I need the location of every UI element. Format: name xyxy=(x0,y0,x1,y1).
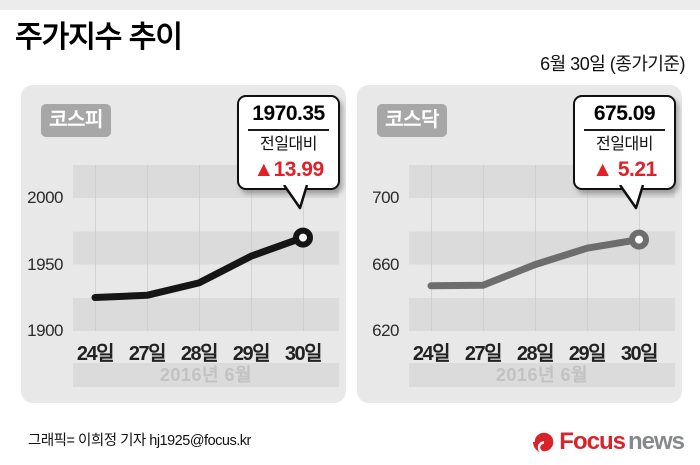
y-tick-label: 1950 xyxy=(27,254,63,274)
last-point-marker xyxy=(293,227,313,248)
page-title: 주가지수 추이 xyxy=(15,21,183,54)
vertical-gridline xyxy=(534,165,536,331)
vertical-gridline xyxy=(250,165,252,331)
y-tick-label: 660 xyxy=(372,254,399,274)
x-tick-label: 29일 xyxy=(568,343,607,365)
focus-news-logo: Focus news xyxy=(532,428,685,456)
callout-change-label: 전일대비 xyxy=(260,136,317,153)
index-badge-kosdaq: 코스닥 xyxy=(377,104,447,137)
x-tick-label: 30일 xyxy=(284,343,323,365)
chart-panel-kospi: 코스피 1900 1950 2000 24일 27일 28일 29일 30일 2016년 6… xyxy=(21,85,346,403)
index-series-line xyxy=(427,229,649,290)
chart-panel-kosdaq: 코스닥 620 660 700 24일 27일 28일 29일 30일 2016년 6월 6… xyxy=(357,85,682,403)
top-accent-bar xyxy=(0,0,700,10)
y-tick-label: 620 xyxy=(372,321,399,340)
x-tick-label: 24일 xyxy=(412,343,451,365)
vertical-gridline xyxy=(482,165,484,331)
x-tick-label: 28일 xyxy=(516,343,555,365)
x-tick-label: 27일 xyxy=(464,343,503,365)
x-tick-label: 24일 xyxy=(76,343,115,365)
y-tick-label: 1900 xyxy=(27,321,63,340)
focus-swirl-icon xyxy=(532,430,556,454)
y-tick-label: 2000 xyxy=(27,188,63,208)
callout-change-up-value: ▲ 5.21 xyxy=(592,158,657,181)
y-axis-labels: 620 660 700 xyxy=(357,85,403,403)
index-badge-kospi: 코스피 xyxy=(41,104,111,137)
index-series-line xyxy=(91,227,313,301)
callout-index-value: 1970.35 xyxy=(252,102,325,125)
x-axis-labels: 24일 27일 28일 29일 30일 xyxy=(409,337,675,365)
x-tick-label: 27일 xyxy=(128,343,167,365)
vertical-gridline xyxy=(430,165,432,331)
vertical-gridline xyxy=(302,165,304,331)
last-point-marker xyxy=(629,229,649,250)
callout-tail-pointer xyxy=(283,185,309,210)
logo-word-news: news xyxy=(627,428,685,455)
vertical-gridline xyxy=(198,165,200,331)
value-callout: 675.09 전일대비 ▲ 5.21 xyxy=(573,95,676,210)
y-axis-labels: 1900 1950 2000 xyxy=(21,85,67,403)
vertical-gridline xyxy=(146,165,148,331)
logo-word-focus: Focus xyxy=(559,428,626,455)
x-axis-title: 2016년 6월 xyxy=(73,363,339,387)
callout-index-value: 675.09 xyxy=(593,102,656,125)
graphic-credit: 그래픽= 이희정 기자 hj1925@focus.kr xyxy=(28,433,251,449)
x-tick-label: 30일 xyxy=(620,343,659,365)
date-note: 6월 30일 (종가기준) xyxy=(540,54,685,74)
x-axis-labels: 24일 27일 28일 29일 30일 xyxy=(73,337,339,365)
callout-change-label: 전일대비 xyxy=(596,136,653,153)
x-axis-title: 2016년 6월 xyxy=(409,363,675,387)
callout-change-up-value: ▲13.99 xyxy=(253,158,324,181)
callout-tail-pointer xyxy=(619,185,645,210)
vertical-gridline xyxy=(94,165,96,331)
callout-divider xyxy=(248,129,329,131)
callout-divider xyxy=(584,129,665,131)
y-tick-label: 700 xyxy=(372,188,399,208)
value-callout: 1970.35 전일대비 ▲13.99 xyxy=(237,95,340,210)
x-tick-label: 28일 xyxy=(180,343,219,365)
x-tick-label: 29일 xyxy=(232,343,271,365)
